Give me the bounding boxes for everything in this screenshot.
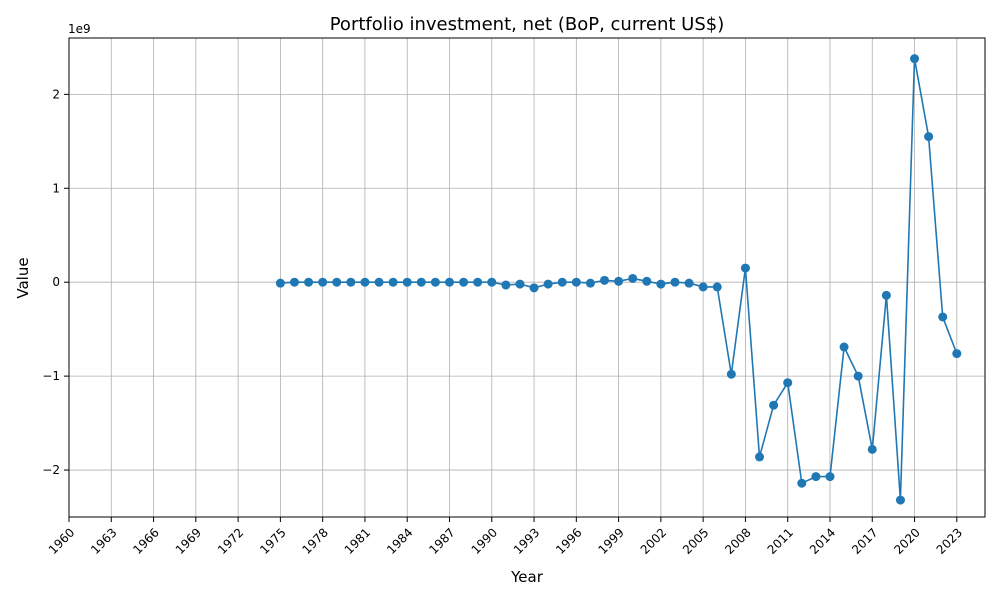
data-point	[797, 478, 807, 488]
data-point	[402, 277, 412, 287]
data-point	[529, 283, 539, 293]
data-point	[430, 277, 440, 287]
y-axis-label: Value	[14, 257, 32, 298]
data-point	[473, 277, 483, 287]
data-point	[600, 275, 610, 285]
data-point	[416, 277, 426, 287]
data-point	[642, 276, 652, 286]
data-point	[332, 277, 342, 287]
data-point	[628, 273, 638, 283]
data-point	[444, 277, 454, 287]
data-point	[515, 279, 525, 289]
data-point	[487, 277, 497, 287]
data-point	[881, 290, 891, 300]
data-point	[571, 277, 581, 287]
y-tick-label: 1	[52, 181, 60, 195]
data-point	[543, 279, 553, 289]
data-point	[895, 495, 905, 505]
data-point	[275, 278, 285, 288]
data-point	[769, 400, 779, 410]
data-point	[839, 342, 849, 352]
data-series	[275, 54, 962, 505]
data-point	[557, 277, 567, 287]
data-point	[924, 132, 934, 142]
data-point	[698, 282, 708, 292]
y-tick-label: −1	[42, 369, 60, 383]
data-point	[712, 282, 722, 292]
data-point	[304, 277, 314, 287]
data-point	[459, 277, 469, 287]
data-point	[585, 278, 595, 288]
data-point	[360, 277, 370, 287]
data-point	[755, 452, 765, 462]
y-tick-label: −2	[42, 463, 60, 477]
data-point	[346, 277, 356, 287]
data-point	[670, 277, 680, 287]
chart-title: Portfolio investment, net (BoP, current …	[330, 14, 725, 35]
data-point	[501, 280, 511, 290]
data-point	[388, 277, 398, 287]
y-tick-label: 0	[52, 275, 60, 289]
plot-area-frame	[68, 37, 986, 518]
data-point	[783, 378, 793, 388]
data-point	[853, 371, 863, 381]
data-point	[740, 263, 750, 273]
data-point	[910, 54, 920, 64]
data-point	[684, 278, 694, 288]
data-point	[656, 279, 666, 289]
y-tick-label: 2	[52, 87, 60, 101]
data-point	[825, 472, 835, 482]
y-axis-scale-label: 1e9	[68, 22, 91, 36]
data-point	[374, 277, 384, 287]
data-point	[726, 369, 736, 379]
data-point	[318, 277, 328, 287]
data-point	[614, 276, 624, 286]
data-point	[952, 349, 962, 359]
data-point	[938, 312, 948, 322]
x-axis-label: Year	[510, 568, 544, 586]
data-point	[867, 444, 877, 454]
data-point	[289, 277, 299, 287]
data-point	[811, 472, 821, 482]
y-axis-ticks: 2 1 0 −1 −2	[42, 87, 69, 477]
